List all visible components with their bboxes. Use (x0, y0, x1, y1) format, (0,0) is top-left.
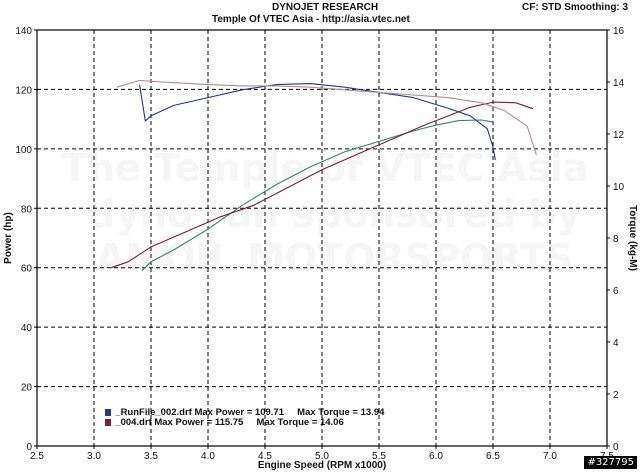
y2-tick-label: 4 (613, 338, 619, 349)
chart-subtitle: Temple Of VTEC Asia - http://asia.vtec.n… (212, 14, 410, 25)
x-tick-label: 6.0 (429, 451, 443, 462)
y2-tick-label: 14 (613, 78, 625, 89)
y2-tick-label: 6 (613, 286, 619, 297)
image-stamp: #327795 (584, 456, 637, 469)
y2-tick-label: 0 (613, 442, 619, 453)
legend-label-run-004: _004.drf Max Power = 115.75 Max Torque =… (115, 417, 344, 428)
legend-entry-run-002: _RunFile_002.drf Max Power = 109.71 Max … (100, 396, 384, 418)
watermark-line-2: dyno run sponsored by (88, 192, 582, 236)
y2-tick-label: 16 (613, 26, 625, 37)
x-tick-label: 4.5 (258, 451, 272, 462)
x-tick-label: 5.5 (372, 451, 386, 462)
y-tick-label: 120 (15, 85, 32, 96)
y-tick-label: 140 (15, 26, 32, 37)
y2-tick-label: 8 (613, 234, 619, 245)
x-axis-label: Engine Speed (RPM x1000) (258, 460, 386, 471)
y2-axis-label: Torque (kg-M) (627, 205, 638, 271)
y-tick-label: 0 (26, 442, 32, 453)
y-tick-label: 60 (21, 264, 33, 275)
y-tick-label: 40 (21, 323, 33, 334)
series-line-2 (139, 83, 496, 161)
x-tick-label: 7.0 (543, 451, 557, 462)
legend-label-run-002: _RunFile_002.drf Max Power = 109.71 Max … (115, 407, 385, 418)
legend-entry-run-004: _004.drf Max Power = 115.75 Max Torque =… (100, 406, 344, 428)
legend-swatch-run-004 (105, 419, 112, 426)
chart-title: DYNOJET RESEARCH (272, 2, 379, 13)
dyno-settings: CF: STD Smoothing: 3 (522, 2, 629, 13)
y2-tick-label: 12 (613, 130, 625, 141)
y-axis-label: Power (hp) (3, 212, 14, 264)
y2-tick-label: 10 (613, 182, 625, 193)
y2-tick-label: 2 (613, 390, 619, 401)
series-line-1 (110, 101, 534, 269)
series-line-0 (141, 119, 494, 272)
x-tick-label: 3.0 (87, 451, 101, 462)
x-tick-label: 3.5 (144, 451, 158, 462)
legend-swatch-run-002 (105, 409, 112, 416)
y-tick-label: 100 (15, 145, 32, 156)
y-tick-label: 80 (21, 204, 33, 215)
y-tick-label: 20 (21, 383, 33, 394)
x-tick-label: 5.0 (315, 451, 329, 462)
x-tick-label: 2.5 (30, 451, 44, 462)
series-line-3 (116, 79, 537, 155)
x-tick-label: 6.5 (486, 451, 500, 462)
x-tick-label: 4.0 (201, 451, 215, 462)
watermark-line-1: The Temple of VTEC Asia (62, 146, 589, 190)
watermark-line-3: AMOIL MOTORSPORTS (96, 236, 574, 280)
